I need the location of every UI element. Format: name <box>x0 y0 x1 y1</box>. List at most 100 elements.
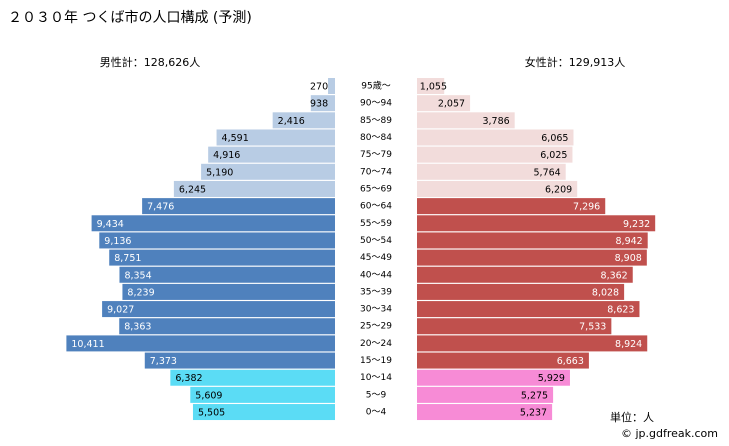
bar <box>417 112 515 129</box>
value-label: 8,239 <box>127 287 154 298</box>
age-label: 80～84 <box>360 133 392 143</box>
bar <box>417 129 574 146</box>
value-label: 6,209 <box>545 184 572 195</box>
value-label: 938 <box>310 99 328 110</box>
bar <box>417 146 573 163</box>
unit-note: 単位：人 <box>610 410 654 424</box>
value-label: 8,623 <box>607 305 634 316</box>
bar <box>417 369 570 386</box>
value-label: 270 <box>310 82 328 93</box>
bar <box>122 283 335 300</box>
age-label: 10～14 <box>360 373 392 383</box>
bar <box>417 266 633 283</box>
bar <box>99 232 335 249</box>
value-label: 2,057 <box>438 99 465 110</box>
bar <box>173 180 335 197</box>
value-label: 4,591 <box>222 133 249 144</box>
bar <box>417 78 445 94</box>
bar <box>142 198 335 215</box>
bar <box>144 352 335 369</box>
bar <box>208 146 335 163</box>
value-label: 4,916 <box>213 150 240 161</box>
bar <box>66 335 335 352</box>
age-label: 60～64 <box>360 202 392 212</box>
value-label: 5,505 <box>198 408 225 419</box>
bar <box>310 95 335 112</box>
bar <box>417 198 606 215</box>
value-label: 9,232 <box>623 219 650 230</box>
bar <box>190 386 335 403</box>
legend-female: 女性計：129,913人 <box>525 55 626 69</box>
age-label: 20～24 <box>360 339 392 349</box>
value-label: 5,190 <box>206 167 233 178</box>
bar <box>417 232 648 249</box>
age-label: 75～79 <box>360 150 392 160</box>
bar <box>417 318 612 335</box>
bar <box>417 163 566 180</box>
bar <box>417 215 656 232</box>
bar <box>119 318 336 335</box>
age-label: 25～29 <box>360 322 392 332</box>
age-label: 0～4 <box>366 408 387 418</box>
value-label: 8,354 <box>124 270 151 281</box>
bar <box>417 180 578 197</box>
age-label: 40～44 <box>360 270 392 280</box>
bar <box>109 249 335 266</box>
bar <box>417 283 625 300</box>
age-label: 30～34 <box>360 305 392 315</box>
value-label: 3,786 <box>482 116 509 127</box>
value-label: 8,942 <box>616 236 643 247</box>
value-label: 6,382 <box>175 373 202 384</box>
value-label: 6,065 <box>541 133 568 144</box>
bar <box>272 112 335 129</box>
age-label: 65～69 <box>360 184 392 194</box>
bar <box>102 301 336 318</box>
bar <box>170 369 335 386</box>
age-label: 70～74 <box>360 167 392 177</box>
age-label: 55～59 <box>360 219 392 229</box>
bar <box>216 129 335 146</box>
bar <box>328 78 335 94</box>
bar <box>91 215 335 232</box>
value-label: 6,025 <box>540 150 567 161</box>
value-label: 10,411 <box>71 339 104 350</box>
value-label: 6,663 <box>557 356 584 367</box>
bar <box>417 301 640 318</box>
age-label: 95歳～ <box>361 80 390 92</box>
value-label: 8,028 <box>592 287 619 298</box>
value-label: 8,908 <box>615 253 642 264</box>
bar <box>417 352 589 369</box>
value-label: 5,275 <box>521 390 548 401</box>
bar <box>417 95 471 112</box>
value-label: 5,237 <box>520 408 547 419</box>
bar <box>417 386 554 403</box>
value-label: 7,373 <box>150 356 177 367</box>
age-label: 50～54 <box>360 236 392 246</box>
value-label: 1,055 <box>420 82 447 93</box>
age-label: 5～9 <box>366 390 387 400</box>
value-label: 6,245 <box>179 184 206 195</box>
value-label: 8,362 <box>601 270 628 281</box>
age-label: 85～89 <box>360 116 392 126</box>
age-label: 35～39 <box>360 287 392 297</box>
age-label: 45～49 <box>360 253 392 263</box>
value-label: 9,434 <box>97 219 124 230</box>
bar <box>417 249 647 266</box>
legend-male: 男性計：128,626人 <box>100 55 201 69</box>
value-label: 8,751 <box>114 253 141 264</box>
value-label: 5,764 <box>534 167 561 178</box>
bar <box>119 266 335 283</box>
value-label: 5,929 <box>538 373 565 384</box>
value-label: 8,924 <box>615 339 642 350</box>
value-label: 9,027 <box>107 305 134 316</box>
value-label: 8,363 <box>124 322 151 333</box>
bar <box>417 404 553 421</box>
value-label: 2,416 <box>278 116 305 127</box>
value-label: 7,476 <box>147 202 174 213</box>
bar <box>201 163 335 180</box>
value-label: 7,533 <box>579 322 606 333</box>
credit: © jp.gdfreak.com <box>621 427 718 440</box>
age-label: 15～19 <box>360 356 392 366</box>
age-label: 90～94 <box>360 99 392 109</box>
